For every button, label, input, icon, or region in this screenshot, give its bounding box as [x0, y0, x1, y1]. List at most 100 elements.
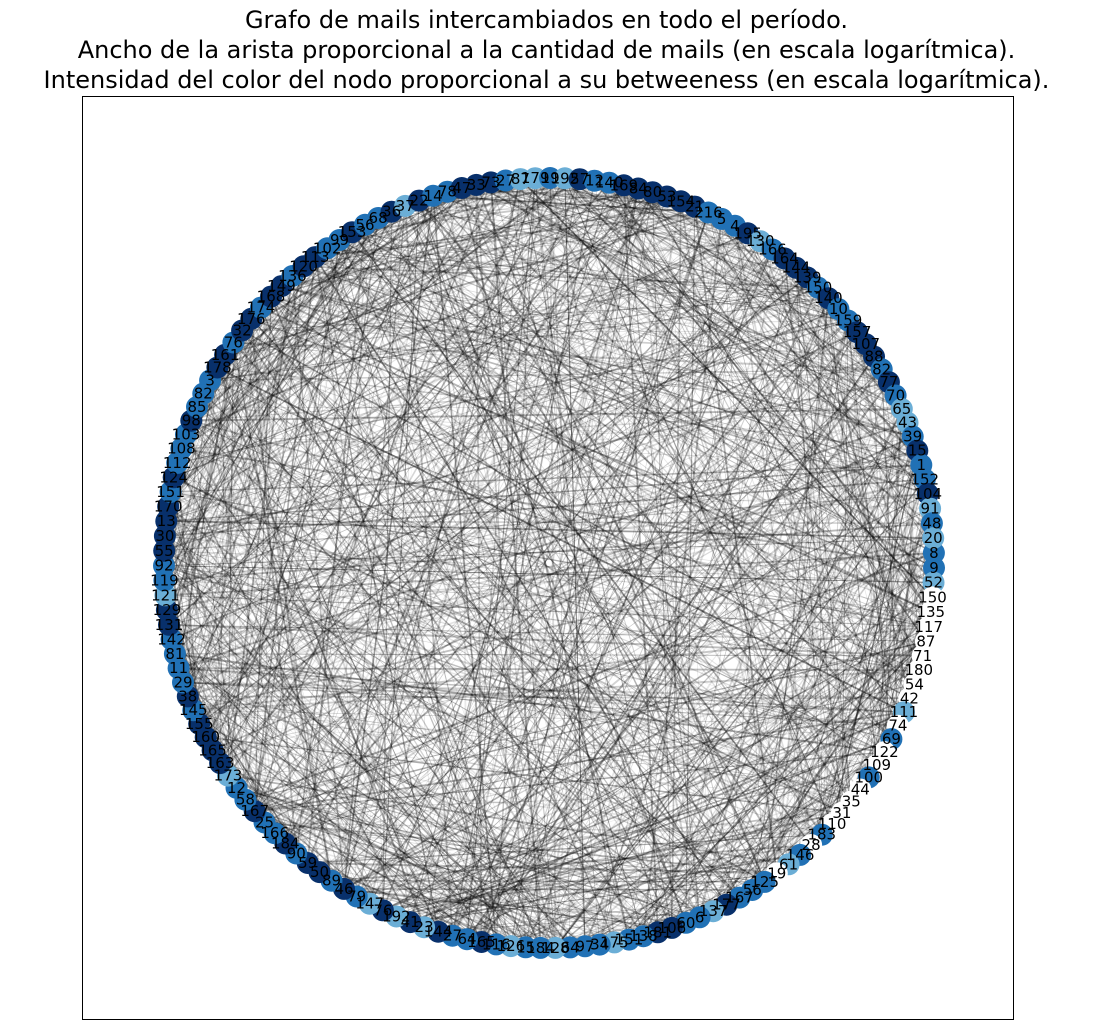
node-label: 12	[585, 172, 604, 190]
node-label: 65	[892, 400, 911, 418]
graph-edge	[164, 535, 931, 613]
graph-edge	[166, 609, 615, 943]
graph-edge	[540, 298, 829, 949]
graph-edge	[608, 182, 927, 642]
graph-edge	[168, 624, 926, 642]
graph-edge	[187, 178, 522, 697]
graph-edge	[364, 224, 915, 685]
graph-edge	[432, 195, 843, 813]
graph-edge	[490, 181, 918, 452]
graph-edge	[351, 231, 935, 554]
graph-edge	[642, 408, 903, 937]
graph-edge	[481, 381, 890, 943]
graph-edge	[166, 200, 420, 611]
node-label: 192	[382, 908, 411, 926]
node-label: 117	[914, 618, 943, 636]
graph-edge	[712, 626, 930, 912]
graph-edge	[170, 464, 922, 493]
graph-edge	[339, 239, 935, 569]
graph-edge	[185, 231, 353, 435]
graph-edge	[292, 240, 761, 277]
graph-edge	[856, 332, 916, 685]
graph-edge	[356, 249, 774, 897]
graph-edge	[810, 508, 932, 846]
graph-edge	[270, 296, 925, 480]
graph-edge	[327, 247, 829, 299]
graph-edge	[303, 177, 536, 267]
graph-edge	[622, 185, 790, 865]
graph-edge	[868, 395, 896, 778]
node-label: 131	[155, 616, 184, 634]
node-label: 19	[541, 169, 560, 187]
graph-edge	[241, 329, 852, 802]
graph-edge	[163, 178, 522, 582]
graph-edge	[315, 256, 913, 438]
graph-edge	[295, 184, 478, 854]
graph-edge	[405, 205, 928, 495]
graph-edge	[377, 217, 790, 865]
graph-edge	[437, 188, 640, 932]
node-label: 87	[511, 170, 530, 188]
graph-edge	[174, 232, 353, 654]
graph-edge	[225, 287, 819, 356]
graph-edge	[164, 212, 709, 552]
graph-edge	[190, 239, 341, 422]
graph-edge	[202, 392, 927, 643]
graph-edge	[254, 296, 272, 812]
graph-edge	[466, 626, 930, 940]
graph-edge	[254, 788, 861, 812]
graph-edge	[182, 218, 722, 683]
graph-edge	[217, 367, 918, 452]
graph-edge	[410, 873, 777, 923]
graph-edge	[163, 307, 262, 581]
graph-edge	[637, 188, 701, 918]
graph-edge	[637, 188, 918, 452]
node-label: 151	[156, 483, 185, 501]
graph-edge	[209, 380, 919, 671]
graph-edge	[167, 211, 392, 507]
graph-edge	[382, 200, 420, 911]
node-label: 107	[851, 335, 880, 353]
graph-edge	[510, 776, 870, 947]
node-label: 77	[879, 373, 898, 391]
graph-edge	[163, 565, 687, 924]
graph-edge	[174, 367, 218, 654]
graph-edge	[170, 177, 536, 493]
graph-edge	[423, 368, 883, 928]
graph-edge	[168, 624, 644, 937]
graph-edge	[164, 257, 785, 597]
graph-edge	[564, 177, 934, 539]
graph-edge	[174, 653, 852, 803]
graph-edge	[671, 537, 934, 929]
graph-edge	[196, 406, 812, 846]
graph-edge	[364, 224, 384, 911]
graph-edge	[181, 447, 935, 569]
graph-edge	[182, 681, 898, 727]
graph-edge	[164, 535, 586, 947]
graph-edge	[244, 266, 305, 800]
graph-edge	[315, 211, 709, 259]
graph-edge	[490, 182, 748, 234]
graph-edge	[205, 212, 709, 738]
graph-edge	[510, 277, 808, 947]
graph-edge	[191, 408, 902, 422]
graph-edge	[260, 307, 527, 948]
graph-edge	[327, 247, 849, 322]
graph-edge	[708, 212, 852, 802]
graph-edge	[254, 182, 610, 812]
graph-edge	[489, 182, 542, 948]
node-label: 116	[482, 935, 511, 953]
graph-edge	[519, 178, 673, 929]
graph-edge	[217, 195, 668, 369]
title-line-1: Grafo de mails intercambiados en todo el…	[244, 6, 849, 34]
graph-edge	[623, 185, 823, 835]
node-label: 82	[872, 360, 891, 378]
graph-edge	[296, 738, 892, 854]
graph-edge	[466, 179, 521, 940]
graph-edge	[168, 196, 668, 626]
graph-edge	[166, 297, 829, 522]
graph-edge	[174, 653, 923, 657]
graph-edge	[569, 626, 930, 949]
graph-edge	[726, 258, 785, 905]
graph-edge	[227, 187, 640, 777]
